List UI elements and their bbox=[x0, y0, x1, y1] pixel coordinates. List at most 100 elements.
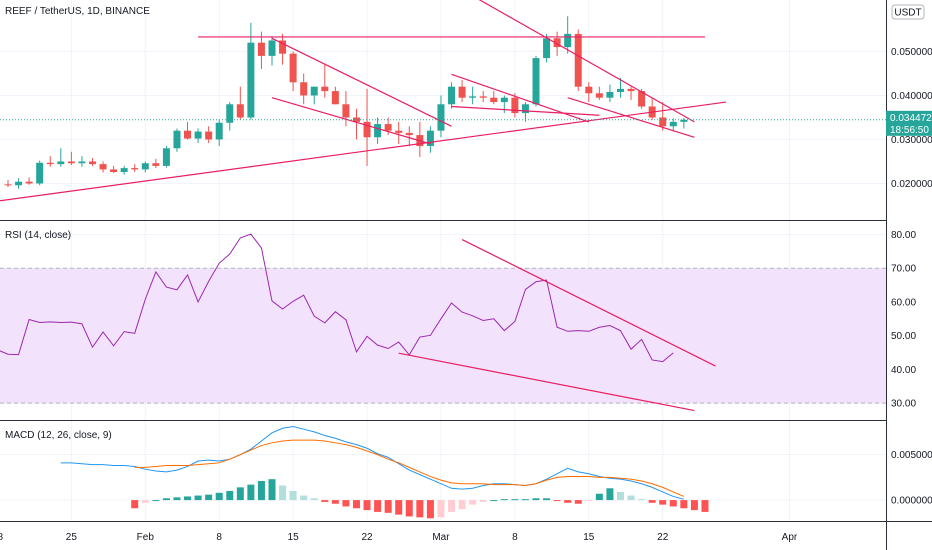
candle-body bbox=[458, 86, 466, 98]
macd-histogram-bar bbox=[469, 500, 477, 505]
candle-body bbox=[669, 121, 677, 127]
macd-histogram-bar bbox=[162, 498, 170, 501]
macd-histogram-bar bbox=[437, 500, 445, 518]
candle-body bbox=[205, 131, 213, 140]
macd-histogram-bar bbox=[553, 500, 561, 502]
candle-body bbox=[521, 104, 529, 114]
macd-histogram-bar bbox=[543, 498, 551, 501]
candle-body bbox=[374, 124, 382, 138]
candle-body bbox=[352, 117, 360, 122]
candle-body bbox=[289, 53, 297, 83]
candle-body bbox=[247, 42, 255, 118]
candle-body bbox=[88, 161, 96, 165]
time-tick-label: 25 bbox=[66, 532, 78, 543]
chart-title: REEF / TetherUS, 1D, BINANCE bbox=[5, 6, 150, 17]
rsi-trendline bbox=[398, 352, 695, 412]
macd-histogram-bar bbox=[616, 491, 624, 501]
candle-body bbox=[395, 130, 403, 133]
candle-body bbox=[78, 161, 86, 164]
macd-histogram-bar bbox=[131, 500, 139, 509]
rsi-tick-label: 70.00 bbox=[891, 264, 916, 275]
candle-body bbox=[532, 58, 540, 105]
macd-histogram-bar bbox=[363, 500, 371, 511]
macd-histogram-bar bbox=[173, 497, 181, 501]
macd-histogram-bar bbox=[500, 499, 508, 501]
price-trendline bbox=[567, 97, 695, 138]
candle-body bbox=[120, 168, 128, 173]
candle-body bbox=[500, 97, 508, 103]
macd-line bbox=[60, 425, 684, 500]
rsi-line bbox=[0, 233, 674, 363]
time-tick-label: 8 bbox=[512, 532, 518, 543]
last-price-tag: 0.034472 18:56:50 bbox=[886, 110, 932, 136]
macd-histogram-bar bbox=[289, 491, 297, 501]
macd-label: MACD (12, 26, close, 9) bbox=[5, 430, 112, 441]
rsi-label: RSI (14, close) bbox=[5, 230, 71, 241]
rsi-overbought-oversold-band bbox=[0, 268, 886, 404]
candle-body bbox=[627, 88, 635, 92]
candle-body bbox=[4, 184, 12, 186]
candle-body bbox=[310, 86, 318, 96]
macd-histogram-bar bbox=[342, 500, 350, 507]
candle-body bbox=[469, 96, 477, 98]
macd-histogram-bar bbox=[669, 500, 677, 507]
macd-histogram-bar bbox=[585, 500, 593, 502]
candle-body bbox=[184, 130, 192, 139]
macd-histogram-bar bbox=[606, 488, 614, 501]
candle-body bbox=[616, 88, 624, 92]
macd-histogram-bar bbox=[374, 500, 382, 512]
macd-histogram-bar bbox=[595, 493, 603, 501]
rsi-tick-label: 80.00 bbox=[891, 230, 916, 241]
macd-histogram-bar bbox=[521, 499, 529, 501]
candle-body bbox=[490, 97, 498, 103]
macd-histogram-bar bbox=[701, 500, 709, 512]
rsi-tick-label: 60.00 bbox=[891, 297, 916, 308]
macd-histogram-bar bbox=[321, 500, 329, 502]
macd-histogram-bar bbox=[490, 500, 498, 502]
price-trendline bbox=[451, 105, 600, 116]
macd-histogram-bar bbox=[268, 479, 276, 501]
macd-histogram-bar bbox=[574, 500, 582, 504]
macd-histogram-bar bbox=[331, 500, 339, 504]
candle-body bbox=[680, 119, 688, 122]
macd-histogram-bar bbox=[300, 495, 308, 501]
macd-histogram-bar bbox=[659, 500, 667, 505]
time-tick-label: Feb bbox=[137, 532, 155, 543]
chart-marks bbox=[0, 0, 886, 519]
macd-histogram-bar bbox=[141, 500, 149, 503]
candle-body bbox=[257, 42, 265, 56]
macd-histogram-bar bbox=[648, 500, 656, 503]
price-trendline bbox=[0, 101, 727, 202]
price-trendline bbox=[451, 73, 589, 123]
price-tick-label: 0.030000 bbox=[891, 135, 932, 146]
macd-signal-line bbox=[134, 439, 685, 497]
macd-tick-label: 0.000000 bbox=[891, 496, 932, 507]
macd-histogram-bar bbox=[194, 495, 202, 501]
macd-histogram-bar bbox=[205, 494, 213, 501]
candle-body bbox=[110, 169, 118, 173]
currency-badge[interactable]: USDT bbox=[891, 4, 925, 20]
candle-body bbox=[46, 162, 54, 165]
candle-body bbox=[405, 132, 413, 136]
candle-body bbox=[36, 162, 44, 184]
macd-tick-label: 0.005000 bbox=[891, 450, 932, 461]
macd-histogram-bar bbox=[247, 484, 255, 501]
time-tick-label: Apr bbox=[782, 532, 798, 543]
bar-countdown: 18:56:50 bbox=[890, 125, 929, 136]
time-tick-label: 15 bbox=[583, 532, 595, 543]
macd-histogram-bar bbox=[532, 498, 540, 501]
candle-body bbox=[595, 93, 603, 98]
macd-histogram-bar bbox=[257, 481, 265, 501]
macd-histogram-bar bbox=[226, 491, 234, 501]
macd-histogram-bar bbox=[152, 500, 160, 502]
macd-histogram-bar bbox=[479, 500, 487, 502]
time-tick-label: Mar bbox=[432, 532, 450, 543]
candle-body bbox=[67, 161, 75, 164]
rsi-tick-label: 50.00 bbox=[891, 331, 916, 342]
candle-body bbox=[511, 97, 519, 114]
rsi-trendline bbox=[461, 239, 716, 367]
candle-body bbox=[300, 82, 308, 96]
time-tick-label: 8 bbox=[216, 532, 222, 543]
candle-body bbox=[638, 91, 646, 107]
